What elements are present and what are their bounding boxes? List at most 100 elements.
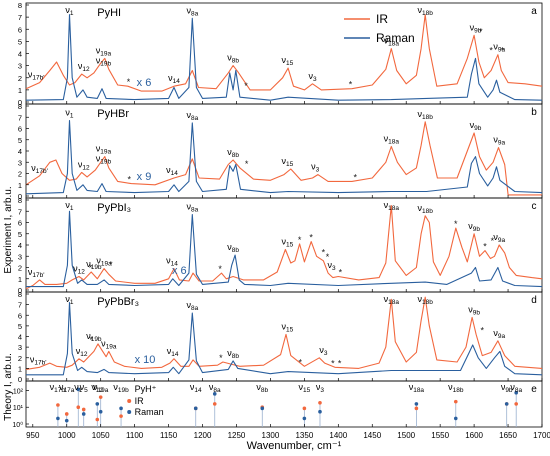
y-tick-label: 0 (18, 286, 22, 295)
theory-mode-label: ν1 (74, 382, 83, 394)
compound-label: PyPbI₃ (97, 202, 131, 214)
x-tick-label: 1600 (465, 431, 483, 440)
theory-ir-point (64, 412, 69, 416)
mode-label: ν1 (65, 200, 74, 212)
y-tick-label: 4 (18, 241, 22, 250)
mode-label: ν8a (186, 202, 198, 214)
mode-label: ν14 (167, 346, 179, 358)
theory-ir-point (414, 406, 419, 411)
y-axis-title-theory: Theory I, arb.u. (3, 353, 14, 421)
impurity-star: * (483, 242, 487, 252)
ir-series-line (25, 14, 543, 92)
legend-ir-label: IR (376, 12, 388, 26)
mode-label: ν8b (227, 147, 239, 159)
theory-raman-point (64, 418, 69, 423)
x-tick-label: 1650 (499, 431, 517, 440)
x-tick-label: 1150 (160, 431, 178, 440)
y-tick-label: 1 (18, 364, 22, 373)
y-tick-label: 1 (18, 275, 22, 284)
mode-label: ν15 (282, 321, 294, 333)
x-tick-label: 1050 (92, 431, 110, 440)
y-tick-label: 3 (18, 158, 22, 167)
y-tick-label: 0 (18, 192, 22, 201)
x-axis-title: Wavenumber, cm⁻¹ (247, 440, 342, 452)
y-tick-label: 6 (18, 311, 22, 320)
mode-label: ν9b (468, 221, 480, 233)
theory-mode-label: ν8a (510, 382, 522, 394)
x-axis: 950 1000 1050 1100 1150 1200 1250 1300 1350 1400 1… (26, 101, 550, 440)
y-tick-label: 0 (18, 98, 22, 107)
mode-label: ν1 (65, 108, 74, 120)
x-tick-label: 1700 (533, 431, 550, 440)
y-tick-label: 1 (18, 181, 22, 190)
theory-y-tick-label: 10² (13, 388, 24, 395)
y-tick-label: 5 (18, 322, 22, 331)
mode-label: ν19b (96, 154, 112, 166)
y-tick-label: 5 (18, 136, 22, 145)
theory-raman-point (260, 406, 265, 411)
theory-mode-label: ν9b (501, 382, 513, 394)
x-tick-label: 1250 (228, 431, 246, 440)
impurity-star: * (127, 77, 131, 87)
theory-label: PyH⁺ (135, 384, 157, 394)
impurity-star: * (218, 264, 222, 274)
mode-label: ν3 (308, 71, 317, 83)
theory-mode-label: ν19a (93, 382, 109, 394)
raman-series-line (26, 210, 543, 288)
mode-label: ν19a (101, 338, 117, 350)
mode-label: ν15 (282, 55, 294, 67)
mode-label: ν3 (319, 345, 328, 357)
y-tick-label: 5 (18, 230, 22, 239)
compound-label: PyHI (97, 7, 121, 19)
mode-label: ν17b' (28, 267, 45, 279)
mode-label: ν18b (418, 109, 434, 121)
mode-label: ν18b (418, 294, 434, 306)
mode-label: ν1 (65, 5, 74, 17)
theory-raman-point (453, 416, 458, 421)
theory-raman-point (95, 402, 100, 406)
y-tick-label: 6 (18, 219, 22, 228)
mode-label: ν3 (311, 162, 320, 174)
compound-label: PyPbBr₃ (97, 296, 139, 308)
mode-label: ν9a (493, 42, 505, 54)
y-tick-label: 4 (18, 147, 22, 156)
mode-label: ν15 (282, 237, 294, 249)
scale-factor-label: x 6 (172, 265, 187, 277)
impurity-star: * (349, 80, 353, 90)
y-tick-label: 6 (18, 25, 22, 34)
mode-label: ν14 (166, 256, 178, 268)
y-tick-label: 8 (18, 1, 22, 10)
y-tick-label: 2 (18, 264, 22, 273)
theory-raman-point (56, 416, 60, 421)
y-axis: 01234567801234567801234567801234567810²1… (12, 1, 29, 429)
mode-label: ν15 (282, 156, 294, 168)
theory-ir-point (56, 403, 60, 407)
y-axis-title-experiment: Experiment I, arb.u. (3, 186, 14, 273)
y-tick-label: 1 (18, 86, 22, 95)
mode-label: ν14 (168, 73, 180, 85)
theory-raman-point (504, 402, 509, 406)
mode-label: ν17b' (30, 354, 47, 366)
theory-mode-label: ν17b' (50, 382, 67, 394)
theory-ir-point (302, 406, 307, 411)
y-tick-label: 8 (18, 196, 22, 205)
raman-series-line (25, 14, 543, 101)
x-tick-label: 1550 (431, 431, 449, 440)
theory-raman-point (98, 409, 103, 414)
y-tick-label: 6 (18, 125, 22, 134)
impurity-star: * (491, 236, 495, 246)
theory-mode-label: ν18b (448, 382, 464, 394)
mode-label: ν3 (327, 260, 336, 272)
compound-label: PyHBr (97, 108, 129, 120)
theory-ir-point (212, 402, 217, 406)
mode-label: ν19b (86, 331, 102, 343)
legend-raman-label: Raman (376, 31, 415, 45)
x-tick-label: 1450 (363, 431, 381, 440)
x-tick-label: 1000 (58, 431, 76, 440)
y-tick-label: 2 (18, 74, 22, 83)
y-tick-label: 4 (18, 333, 22, 342)
theory-ir-point (98, 395, 103, 399)
impurity-star: * (298, 235, 302, 245)
